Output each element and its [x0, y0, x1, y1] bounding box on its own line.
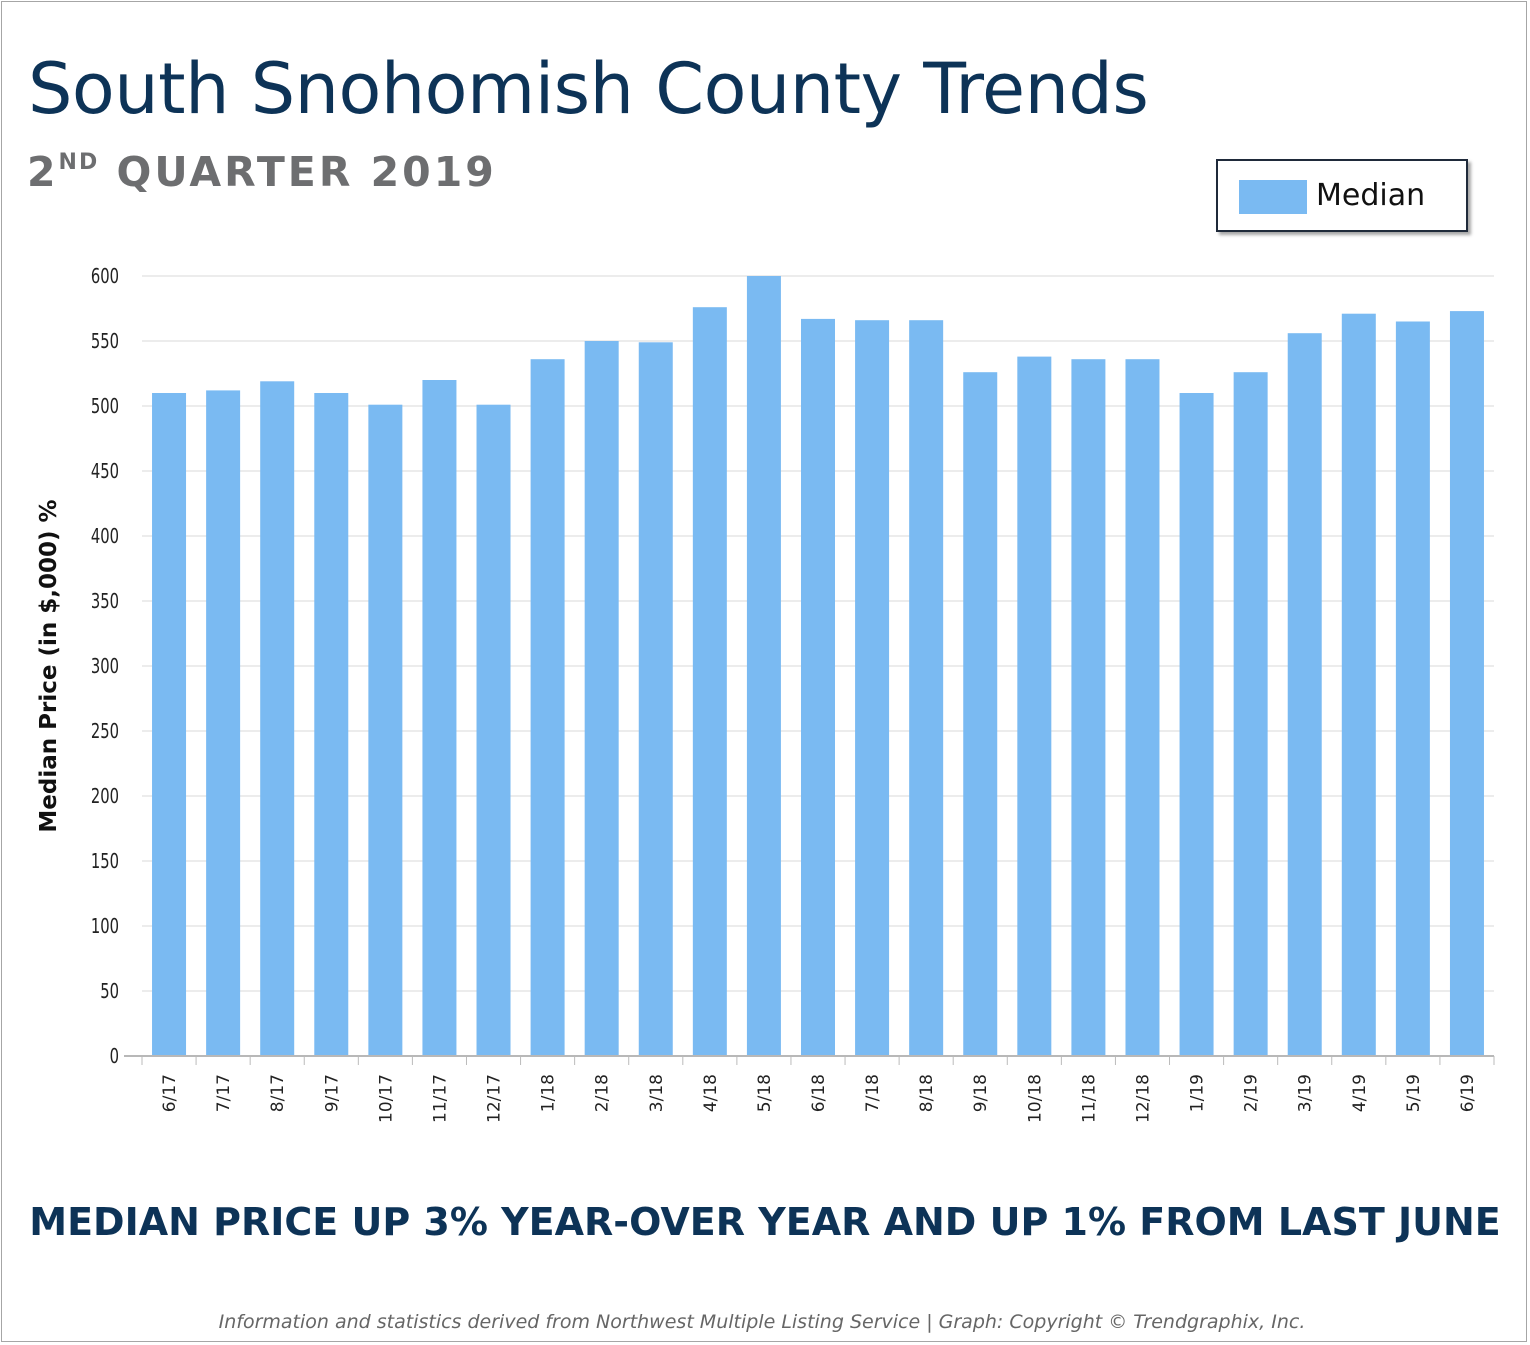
- y-tick-label: 550: [91, 331, 119, 354]
- bar-median-6-19: [1449, 311, 1484, 1057]
- legend-swatch-median: [1239, 180, 1307, 214]
- bar-median-12-17: [476, 404, 511, 1056]
- x-tick-label: 3/19: [1296, 1074, 1316, 1112]
- x-tick-label: 7/18: [863, 1074, 883, 1112]
- bar-median-1-19: [1179, 393, 1214, 1056]
- bar-median-7-17: [206, 390, 241, 1056]
- y-tick-label: 300: [91, 656, 119, 679]
- bar-median-10-18: [1017, 356, 1052, 1057]
- y-tick-label: 100: [91, 916, 119, 939]
- bar-median-1-18: [530, 359, 565, 1056]
- y-tick-label: 250: [91, 721, 119, 744]
- x-tick-label: 1/19: [1188, 1074, 1208, 1112]
- x-tick-label: 12/18: [1133, 1074, 1153, 1123]
- x-tick-label: 9/18: [971, 1074, 991, 1112]
- bar-median-4-19: [1341, 313, 1376, 1056]
- y-axis-title: Median Price (in $,000) %: [36, 499, 62, 832]
- x-tick-label: 6/18: [809, 1074, 829, 1112]
- bar-median-4-18: [692, 307, 727, 1056]
- bar-median-11-18: [1071, 359, 1106, 1056]
- y-tick-label: 150: [91, 851, 119, 874]
- x-tick-label: 9/17: [322, 1074, 342, 1112]
- bar-median-9-17: [314, 393, 349, 1056]
- x-tick-label: 8/17: [268, 1074, 288, 1112]
- headline-caption: MEDIAN PRICE UP 3% YEAR-OVER YEAR AND UP…: [29, 1200, 1501, 1244]
- x-tick-label: 2/19: [1242, 1074, 1262, 1112]
- legend-label-median: Median: [1316, 178, 1426, 213]
- bar-median-5-18: [746, 276, 781, 1056]
- y-tick-label: 450: [91, 461, 119, 484]
- subtitle-text: QUARTER 2019: [99, 148, 497, 196]
- y-tick-label: 500: [91, 396, 119, 419]
- x-tick-label: 10/17: [376, 1074, 396, 1123]
- chart-legend: Median: [1216, 159, 1468, 232]
- bar-chart: 0 50 100 150 200 250 300 350 400 450 500 550 600 6/17…: [36, 266, 1495, 1123]
- y-tick-label: 0: [110, 1046, 119, 1069]
- bar-median-5-19: [1395, 321, 1430, 1056]
- x-tick-label: 3/18: [647, 1074, 667, 1112]
- x-tick-label: 6/19: [1458, 1074, 1478, 1112]
- x-tick-label: 6/17: [160, 1074, 180, 1112]
- subtitle-ordinal-number: 2: [27, 148, 59, 196]
- y-tick-label: 350: [91, 591, 119, 614]
- x-tick-label: 7/17: [214, 1074, 234, 1112]
- x-tick-label: 4/18: [701, 1074, 721, 1112]
- y-tick-label: 50: [100, 981, 119, 1004]
- bar-median-6-18: [801, 318, 835, 1056]
- y-tick-label: 400: [91, 526, 119, 549]
- x-tick-label: 8/18: [917, 1074, 937, 1112]
- bar-median-7-18: [855, 320, 890, 1056]
- bar-median-9-18: [963, 372, 998, 1056]
- x-tick-label: 1/18: [539, 1074, 559, 1112]
- x-tick-label: 11/18: [1079, 1074, 1099, 1123]
- y-tick-label: 200: [91, 786, 119, 809]
- bar-median-2-18: [584, 341, 619, 1056]
- x-tick-label: 11/17: [430, 1074, 450, 1123]
- bar-median-2-19: [1233, 372, 1268, 1056]
- bar-median-12-18: [1125, 359, 1160, 1056]
- x-tick-label: 5/19: [1404, 1074, 1424, 1112]
- y-tick-label: 600: [91, 266, 119, 289]
- x-tick-label: 2/18: [593, 1074, 613, 1112]
- bar-median-3-19: [1287, 333, 1322, 1056]
- source-footer: Information and statistics derived from …: [218, 1311, 1306, 1333]
- chart-bars: [152, 276, 1484, 1057]
- bar-median-3-18: [638, 342, 673, 1056]
- page-subtitle: 2ND QUARTER 2019: [27, 146, 497, 206]
- bar-median-10-17: [368, 404, 403, 1056]
- subtitle-ordinal-suffix: ND: [58, 150, 100, 175]
- bar-median-8-17: [260, 381, 295, 1056]
- x-tick-label: 12/17: [485, 1074, 505, 1123]
- x-tick-label: 10/18: [1025, 1074, 1045, 1123]
- bar-median-6-17: [152, 393, 187, 1056]
- bar-median-11-17: [422, 380, 457, 1056]
- bar-median-8-18: [909, 320, 944, 1056]
- page-title: South Snohomish County Trends: [28, 48, 1149, 130]
- chart-axes: 0 50 100 150 200 250 300 350 400 450 500 550 600 6/17…: [91, 266, 1495, 1123]
- x-tick-label: 5/18: [755, 1074, 775, 1112]
- x-tick-label: 4/19: [1350, 1074, 1370, 1112]
